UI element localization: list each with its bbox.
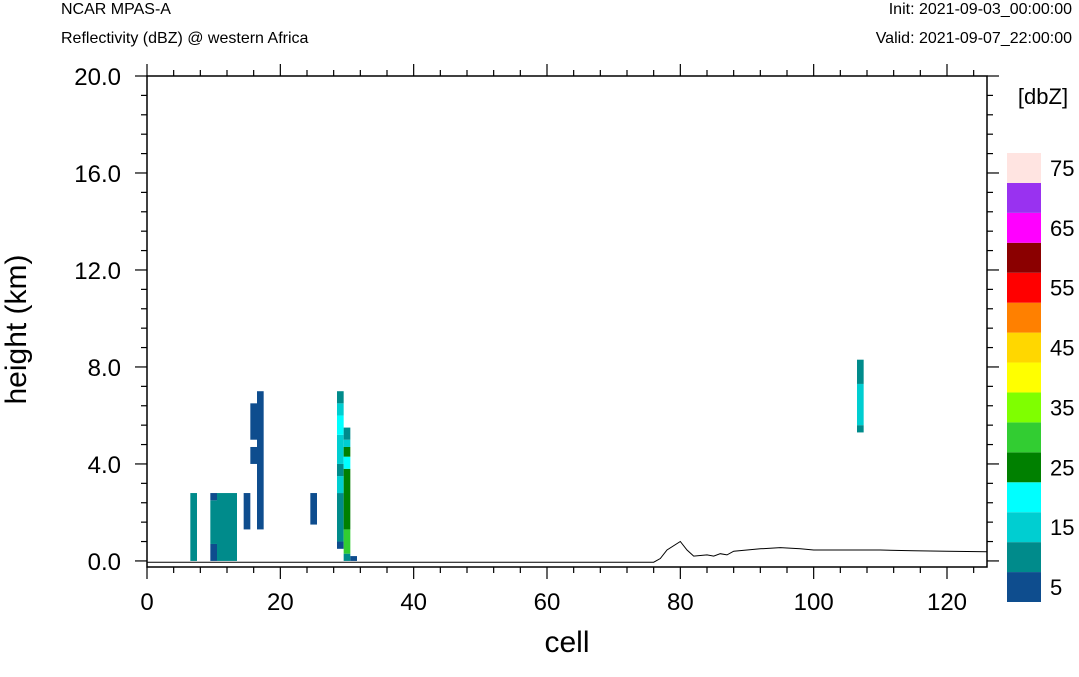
reflectivity-cell [350, 556, 357, 561]
reflectivity-cell [337, 391, 344, 404]
y-tick-label: 12.0 [74, 258, 121, 285]
reflectivity-cell [343, 439, 351, 447]
colorbar-swatch [1007, 422, 1041, 453]
reflectivity-cell [250, 403, 257, 440]
reflectivity-cell [337, 476, 344, 494]
colorbar-tick-label: 15 [1050, 515, 1074, 540]
reflectivity-cell [210, 543, 217, 561]
colorbar-swatch [1007, 512, 1041, 543]
y-tick-label: 0.0 [88, 549, 121, 576]
colorbar-tick-label: 45 [1050, 336, 1074, 361]
valid-time: Valid: 2021-09-07_22:00:00 [875, 30, 1072, 47]
reflectivity-cell [337, 463, 344, 477]
x-tick-label: 0 [140, 589, 153, 616]
colorbar-swatch [1007, 242, 1041, 273]
colorbar-tick-label: 25 [1050, 455, 1074, 480]
colorbar-tick-label: 65 [1050, 216, 1074, 241]
reflectivity-cell [337, 434, 344, 464]
init-time: Init: 2021-09-03_00:00:00 [888, 1, 1072, 18]
y-tick-label: 20.0 [74, 64, 121, 91]
reflectivity-cell [857, 425, 864, 433]
terrain-profile [147, 540, 988, 563]
reflectivity-cell [310, 493, 317, 525]
reflectivity-cell [217, 493, 237, 561]
model-name: NCAR MPAS-A [61, 1, 171, 18]
x-axis-title: cell [544, 626, 589, 659]
reflectivity-cell [343, 553, 351, 561]
field-title: Reflectivity (dBZ) @ western Africa [61, 30, 309, 47]
reflectivity-cell [343, 529, 351, 554]
colorbar-tick-label: 75 [1050, 156, 1074, 181]
terrain-line [147, 540, 988, 563]
x-tick-label: 20 [267, 589, 294, 616]
x-tick-label: 100 [794, 589, 834, 616]
colorbar-unit-label: [dbZ] [1018, 84, 1068, 109]
y-tick-label: 8.0 [88, 355, 121, 382]
y-tick-label: 4.0 [88, 452, 121, 479]
reflectivity-cell [337, 415, 344, 435]
colorbar-swatch [1007, 212, 1041, 243]
x-tick-label: 120 [927, 589, 967, 616]
colorbar-tick-label: 35 [1050, 395, 1074, 420]
reflectivity-cell [337, 493, 344, 542]
y-axis-title: height (km) [0, 254, 33, 404]
reflectivity-cell [343, 456, 351, 469]
reflectivity-cell [210, 500, 217, 544]
colorbar-swatch [1007, 153, 1041, 183]
reflectivity-cell [337, 403, 344, 416]
colorbar-swatch [1007, 332, 1041, 363]
colorbar-swatch [1007, 482, 1041, 513]
colorbar-swatch [1007, 572, 1041, 602]
colorbar-swatch [1007, 182, 1041, 213]
colorbar: 5 15 25 35 45 55 65 75 [1007, 153, 1074, 602]
colorbar-tick-label: 5 [1050, 575, 1062, 600]
y-tick-labels: 0.0 4.0 8.0 12.0 16.0 20.0 [74, 64, 121, 576]
colorbar-swatch [1007, 272, 1041, 303]
reflectivity-cell [857, 359, 864, 384]
reflectivity-cell [343, 427, 351, 440]
reflectivity-cell [343, 468, 351, 530]
x-tick-label: 60 [534, 589, 561, 616]
reflectivity-cell [257, 391, 264, 530]
reflectivity-cell [243, 493, 251, 530]
reflectivity-cell [210, 493, 217, 501]
reflectivity-cell [250, 446, 257, 464]
colorbar-tick-label: 55 [1050, 276, 1074, 301]
x-tick-label: 40 [400, 589, 427, 616]
axis-ticks [135, 64, 999, 579]
x-tick-labels: 0 20 40 60 80 100 120 [140, 589, 967, 616]
reflectivity-cell [857, 383, 864, 426]
colorbar-swatch [1007, 542, 1041, 573]
colorbar-swatch [1007, 362, 1041, 393]
reflectivity-cell [343, 446, 351, 457]
reflectivity-cell [337, 541, 344, 549]
reflectivity-cells [190, 359, 864, 561]
x-tick-label: 80 [667, 589, 694, 616]
colorbar-swatch [1007, 302, 1041, 333]
plot-frame [146, 75, 988, 568]
colorbar-swatch [1007, 452, 1041, 483]
colorbar-swatch [1007, 392, 1041, 423]
reflectivity-cell [190, 493, 197, 561]
y-tick-label: 16.0 [74, 161, 121, 188]
